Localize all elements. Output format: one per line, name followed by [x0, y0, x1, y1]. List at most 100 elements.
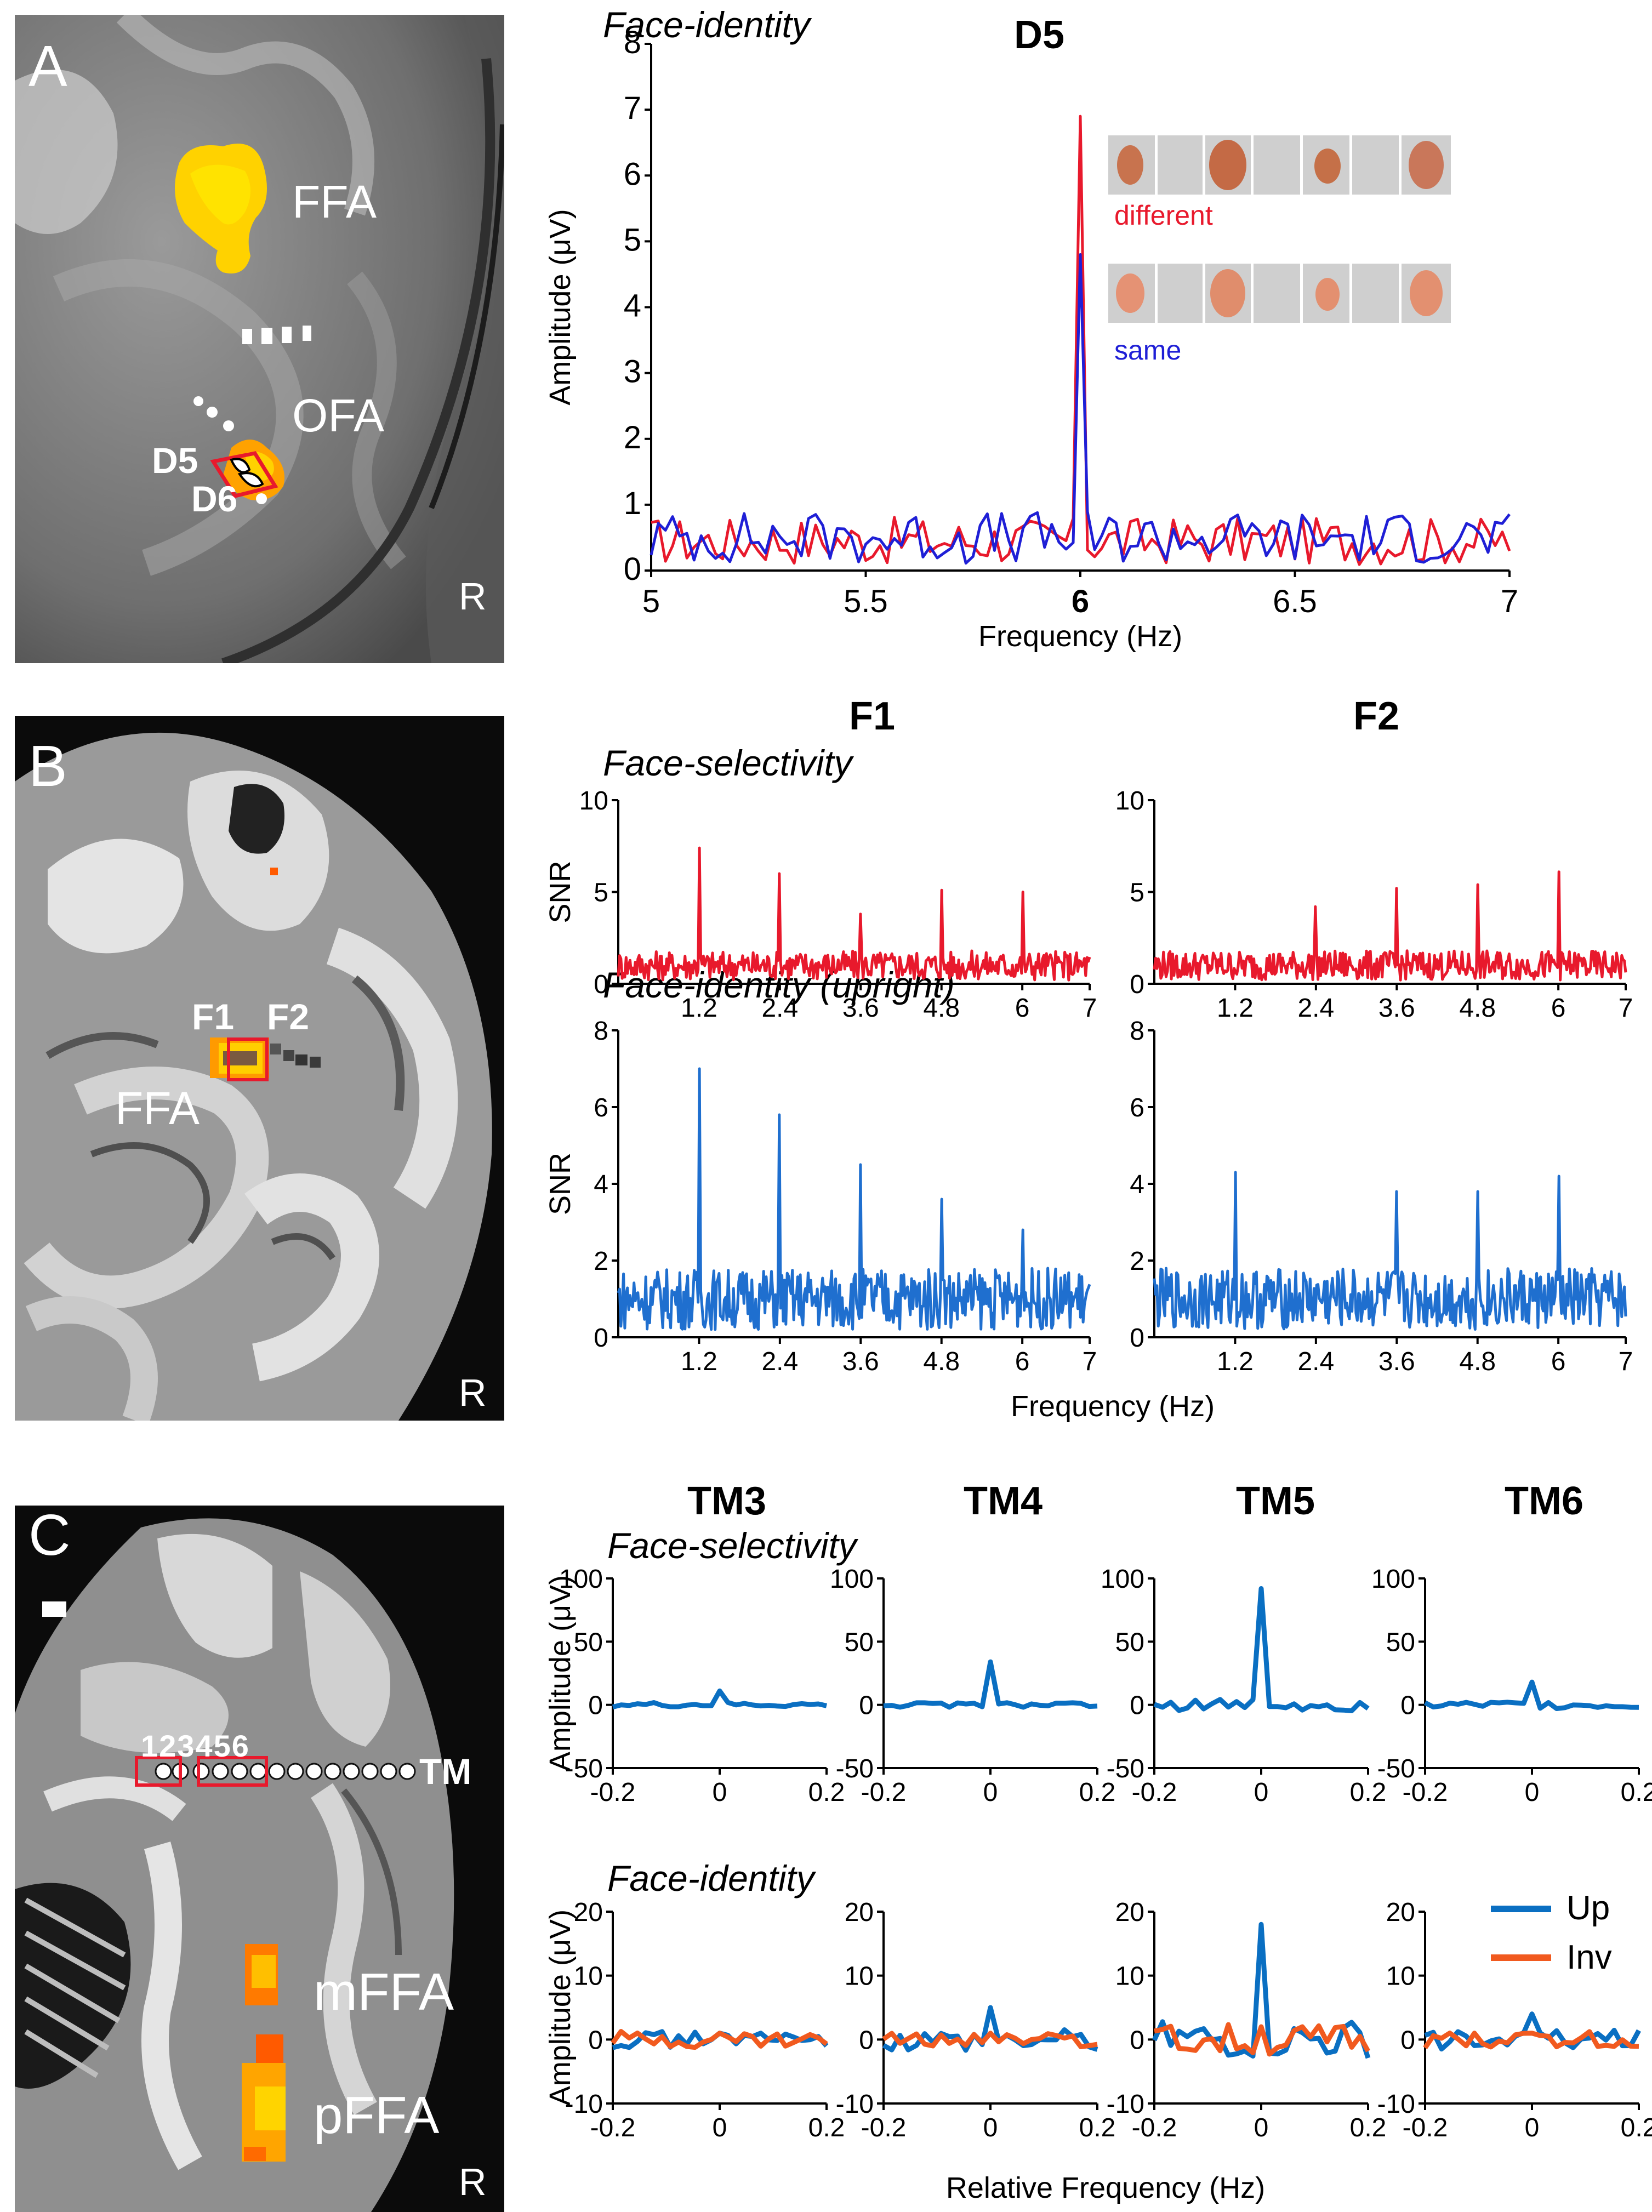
x-tick-label: 6 [1072, 584, 1089, 619]
y-tick-label: -10 [1107, 2090, 1144, 2119]
x-tick-label: 0 [1525, 1778, 1540, 1807]
series-line-up [1153, 1586, 1370, 1713]
x-tick-label: 0.2 [808, 2113, 845, 2142]
y-tick-label: -50 [565, 1754, 603, 1783]
r-label-b: R [459, 1371, 487, 1414]
section-title-face-identity-a: Face-identity [603, 4, 812, 45]
x-tick-label: 7 [1083, 994, 1097, 1023]
y-tick-label: 0 [588, 1691, 603, 1720]
x-tick-label: 0.2 [1621, 2113, 1652, 2142]
y-tick-label: 10 [845, 1962, 874, 1991]
y-tick-label: 0 [624, 551, 641, 587]
section-title-face-identity-c: Face-identity [607, 1858, 817, 1899]
x-tick-label: 7 [1083, 1347, 1097, 1376]
y-tick-label: 100 [559, 1565, 603, 1594]
chart-b-f1-sel: 0 5 10 1.2 2.4 3.6 4.8 6 7 SNR [544, 786, 1097, 1023]
col-title-f1: F1 [849, 694, 895, 738]
series-line-up [1152, 1922, 1371, 2059]
y-tick-label: 6 [624, 156, 641, 192]
y-tick-label: 0 [1130, 2026, 1144, 2055]
chart-c-tm6-sel: -50 0 50 100 -0.2 0 0.2 [1371, 1565, 1652, 1807]
x-tick-label: 7 [1619, 1347, 1633, 1376]
y-tick-label: 10 [1386, 1962, 1415, 1991]
y-tick-label: -10 [565, 2090, 603, 2119]
y-tick-label: 3 [624, 354, 641, 390]
d6-label: D6 [191, 478, 237, 519]
y-tick-label: 0 [1130, 970, 1144, 999]
chart-c-tm5-id: -10 0 10 20 -0.2 0 0.2 [1107, 1898, 1387, 2142]
y-tick-label: 0 [1400, 2026, 1415, 2055]
x-tick-label: 6 [1551, 994, 1566, 1023]
y-axis-label: SNR [544, 1153, 577, 1215]
pffa-label: pFFA [314, 2086, 439, 2145]
chart-a-d5: 0 1 2 3 4 5 6 7 8 5 5.5 6 6.5 7 Amplitude (μV) Frequenc… [544, 25, 1518, 653]
mffa-label: mFFA [314, 1963, 454, 2021]
x-tick-label: -0.2 [1132, 1778, 1177, 1807]
series-line-up [1424, 2011, 1641, 2052]
chart-b-f1-id: 0 2 4 6 8 1.2 2.4 3.6 4.8 6 7 SNR [544, 1017, 1097, 1376]
y-tick-label: 100 [1101, 1565, 1144, 1594]
legend-different: different [1114, 200, 1213, 231]
chart-c-tm5-sel: -50 0 50 100 -0.2 0 0.2 [1101, 1565, 1386, 1807]
chart-c-tm6-id: -10 0 10 20 -0.2 0 0.2 [1377, 1898, 1652, 2142]
x-tick-label: 0.2 [808, 1778, 845, 1807]
section-title-face-selectivity-c: Face-selectivity [607, 1525, 859, 1566]
series-line-up [882, 2005, 1098, 2053]
x-tick-label: 0.2 [1621, 1778, 1652, 1807]
y-tick-label: 50 [1386, 1628, 1415, 1657]
x-tick-label: 6 [1015, 994, 1030, 1023]
x-tick-label: 5 [642, 584, 660, 619]
x-tick-label: 4.8 [1459, 1347, 1496, 1376]
x-tick-label: 2.4 [1297, 994, 1334, 1023]
x-tick-label: 4.8 [1459, 994, 1496, 1023]
y-tick-label: 10 [1115, 1962, 1144, 1991]
x-tick-label: 0 [983, 2113, 998, 2142]
y-tick-label: 0 [594, 1324, 608, 1353]
x-tick-label: 6 [1551, 1347, 1566, 1376]
x-tick-label: 0 [1525, 2113, 1540, 2142]
r-label-a: R [459, 575, 487, 618]
y-tick-label: 50 [845, 1628, 874, 1657]
y-tick-label: 10 [1115, 786, 1144, 816]
x-tick-label: 0.2 [1079, 1778, 1116, 1807]
chart-c-tm4-id: -10 0 10 20 -0.2 0 0.2 [836, 1898, 1116, 2142]
x-tick-label: 7 [1501, 584, 1518, 619]
x-tick-label: -0.2 [1403, 2113, 1448, 2142]
x-tick-label: 0 [1254, 1778, 1269, 1807]
face-stimulus-same [1108, 264, 1451, 323]
tm-label: TM [419, 1751, 471, 1792]
y-tick-label: 0 [594, 970, 608, 999]
y-tick-label: 4 [594, 1170, 608, 1199]
chart-c-tm3-sel: -50 0 50 100 -0.2 0 0.2 Amplitude (μV) [544, 1565, 845, 1807]
y-tick-label: 5 [624, 222, 641, 258]
series-line-face-identity-upright- [1153, 1171, 1627, 1331]
x-tick-label: 2.4 [761, 994, 798, 1023]
x-tick-label: 0.2 [1350, 2113, 1387, 2142]
y-tick-label: 20 [1386, 1898, 1415, 1927]
col-title-tm6: TM6 [1505, 1479, 1583, 1523]
y-tick-label: 20 [574, 1898, 603, 1927]
y-tick-label: 50 [574, 1628, 603, 1657]
f2-label: F2 [267, 996, 309, 1037]
y-tick-label: 20 [845, 1898, 874, 1927]
y-tick-label: 8 [1130, 1017, 1144, 1046]
y-tick-label: -50 [1377, 1754, 1415, 1783]
x-tick-label: 0.2 [1350, 1778, 1387, 1807]
x-tick-label: 3.6 [1378, 1347, 1415, 1376]
y-tick-label: 50 [1115, 1628, 1144, 1657]
x-tick-label: -0.2 [861, 2113, 907, 2142]
r-label-c: R [459, 2160, 487, 2203]
y-tick-label: 10 [574, 1962, 603, 1991]
y-tick-label: -10 [1377, 2090, 1415, 2119]
y-tick-label: 10 [579, 786, 608, 816]
y-tick-label: 2 [624, 420, 641, 455]
panel-letter-a: A [29, 34, 67, 99]
y-tick-label: 7 [624, 90, 641, 126]
brain-image-b: B F1 F2 FFA R [15, 716, 504, 1421]
y-tick-label: 6 [594, 1093, 608, 1122]
x-tick-label: -0.2 [590, 1778, 636, 1807]
x-tick-label: 2.4 [1297, 1347, 1334, 1376]
x-tick-label: 0 [983, 1778, 998, 1807]
series-line-inv [882, 2031, 1098, 2049]
x-tick-label: 1.2 [681, 1347, 717, 1376]
